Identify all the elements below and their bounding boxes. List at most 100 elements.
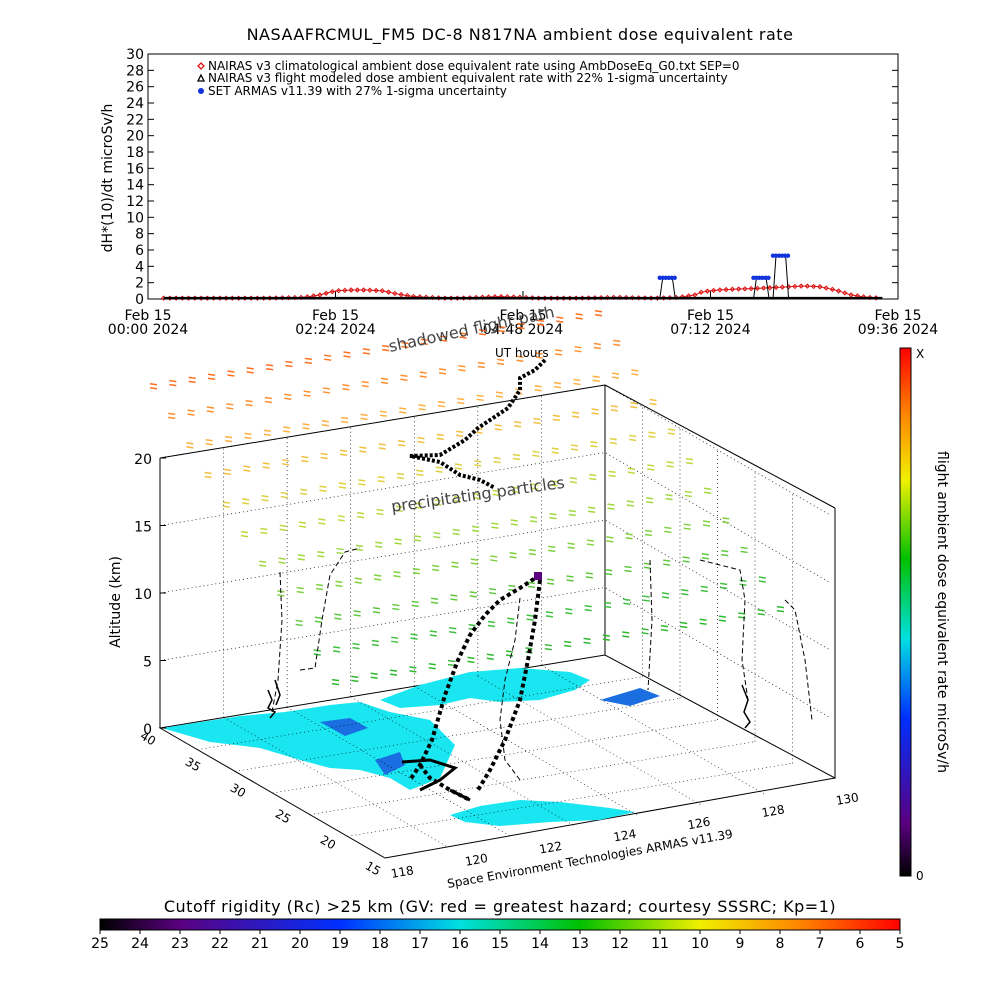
particle-mark — [222, 505, 230, 508]
top-y-tick-label: 16 — [126, 161, 144, 177]
particle-mark — [168, 412, 176, 416]
particle-mark — [593, 342, 601, 346]
particle-mark — [457, 397, 465, 401]
particle-mark — [451, 565, 459, 569]
particle-mark — [585, 576, 593, 579]
particle-mark — [450, 598, 458, 601]
series-nairas-climatological-point — [717, 287, 723, 293]
particle-mark — [625, 536, 633, 540]
particle-mark — [553, 385, 562, 389]
particle-mark — [548, 549, 556, 553]
particle-mark — [437, 404, 446, 408]
cutoff-tick-label: 9 — [736, 936, 745, 952]
particle-mark — [594, 314, 603, 317]
particle-mark — [456, 430, 464, 433]
particle-mark — [279, 528, 287, 532]
latitude-tick-label: 15 — [363, 859, 383, 879]
particle-mark — [415, 502, 423, 505]
particle-mark — [261, 494, 269, 498]
particle-mark — [265, 367, 274, 371]
particle-mark — [573, 378, 581, 382]
particle-mark — [594, 310, 603, 313]
particle-mark — [474, 464, 482, 467]
particle-mark — [660, 628, 669, 632]
particle-mark — [320, 456, 328, 460]
series-nairas-climatological-point — [742, 286, 748, 292]
particle-mark — [372, 606, 381, 610]
particle-mark — [280, 495, 288, 499]
particle-mark — [684, 494, 692, 498]
series-nairas-climatological-point — [798, 283, 804, 289]
particle-mark — [397, 444, 406, 447]
particle-mark — [549, 512, 557, 516]
particle-mark — [586, 539, 595, 542]
top-x-tick-time: 02:24 2024 — [295, 322, 376, 338]
particle-mark — [486, 657, 494, 660]
particle-mark — [533, 421, 541, 425]
particle-mark — [223, 472, 232, 476]
particle-mark — [531, 483, 539, 486]
particle-mark — [661, 596, 670, 599]
particle-mark — [283, 430, 291, 433]
particle-mark — [382, 348, 390, 352]
series-nairas-climatological-point — [354, 287, 361, 293]
particle-mark — [701, 557, 710, 560]
cutoff-tick-label: 14 — [531, 936, 549, 952]
particle-mark — [352, 642, 360, 646]
particle-mark — [606, 536, 614, 539]
particle-mark — [395, 505, 403, 509]
particle-mark — [477, 361, 485, 365]
particle-mark — [584, 608, 592, 612]
particle-mark — [371, 643, 379, 647]
particle-mark — [667, 428, 675, 431]
particle-mark — [245, 403, 253, 407]
cutoff-bar-title: Cutoff rigidity (Rc) >25 km (GV: red = g… — [164, 897, 836, 916]
particle-mark — [528, 552, 537, 556]
particle-mark — [497, 358, 505, 362]
particle-mark — [354, 577, 362, 580]
particle-mark — [377, 475, 385, 479]
particle-mark — [375, 545, 383, 548]
particle-mark — [382, 344, 390, 348]
cutoff-tick-label: 5 — [896, 936, 905, 952]
particle-mark — [419, 371, 427, 374]
particle-mark — [149, 383, 158, 386]
particle-mark — [552, 418, 560, 422]
particle-mark — [358, 483, 366, 486]
series-nairas-climatological-point — [810, 283, 817, 290]
particle-mark — [548, 545, 556, 549]
particle-mark — [432, 568, 440, 572]
particle-mark — [378, 443, 386, 446]
particle-mark — [589, 473, 597, 477]
particle-mark — [699, 618, 707, 622]
particle-mark — [700, 585, 708, 589]
particle-mark — [623, 602, 631, 605]
particle-mark — [333, 650, 341, 653]
particle-mark — [492, 489, 500, 493]
top-y-axis-label: dH*(10)/dt microSv/h — [100, 104, 116, 253]
three-d-grid — [159, 384, 831, 848]
series-nairas-climatological-point — [292, 294, 298, 301]
particle-mark — [438, 368, 447, 371]
particle-mark — [447, 659, 456, 663]
particle-mark — [242, 498, 250, 501]
particle-mark — [683, 523, 691, 526]
particle-mark — [536, 319, 545, 323]
series-nairas-climatological-point — [710, 287, 717, 294]
cutoff-tick-label: 13 — [571, 936, 589, 952]
top-y-tick-label: 26 — [126, 80, 144, 96]
particle-mark — [186, 446, 194, 449]
series-nairas-climatological-point — [760, 285, 767, 291]
particle-mark — [459, 332, 467, 335]
series-armas-uncertainty — [752, 277, 770, 300]
top-y-tick-label: 10 — [126, 210, 144, 226]
series-nairas-climatological-point — [379, 288, 386, 294]
particle-mark — [278, 557, 286, 560]
particle-mark — [603, 601, 612, 605]
particle-mark — [315, 587, 324, 591]
cutoff-tick-label: 6 — [856, 936, 865, 952]
particle-mark — [416, 473, 424, 477]
particle-mark — [374, 578, 382, 581]
series-nairas-climatological-point — [473, 294, 479, 301]
